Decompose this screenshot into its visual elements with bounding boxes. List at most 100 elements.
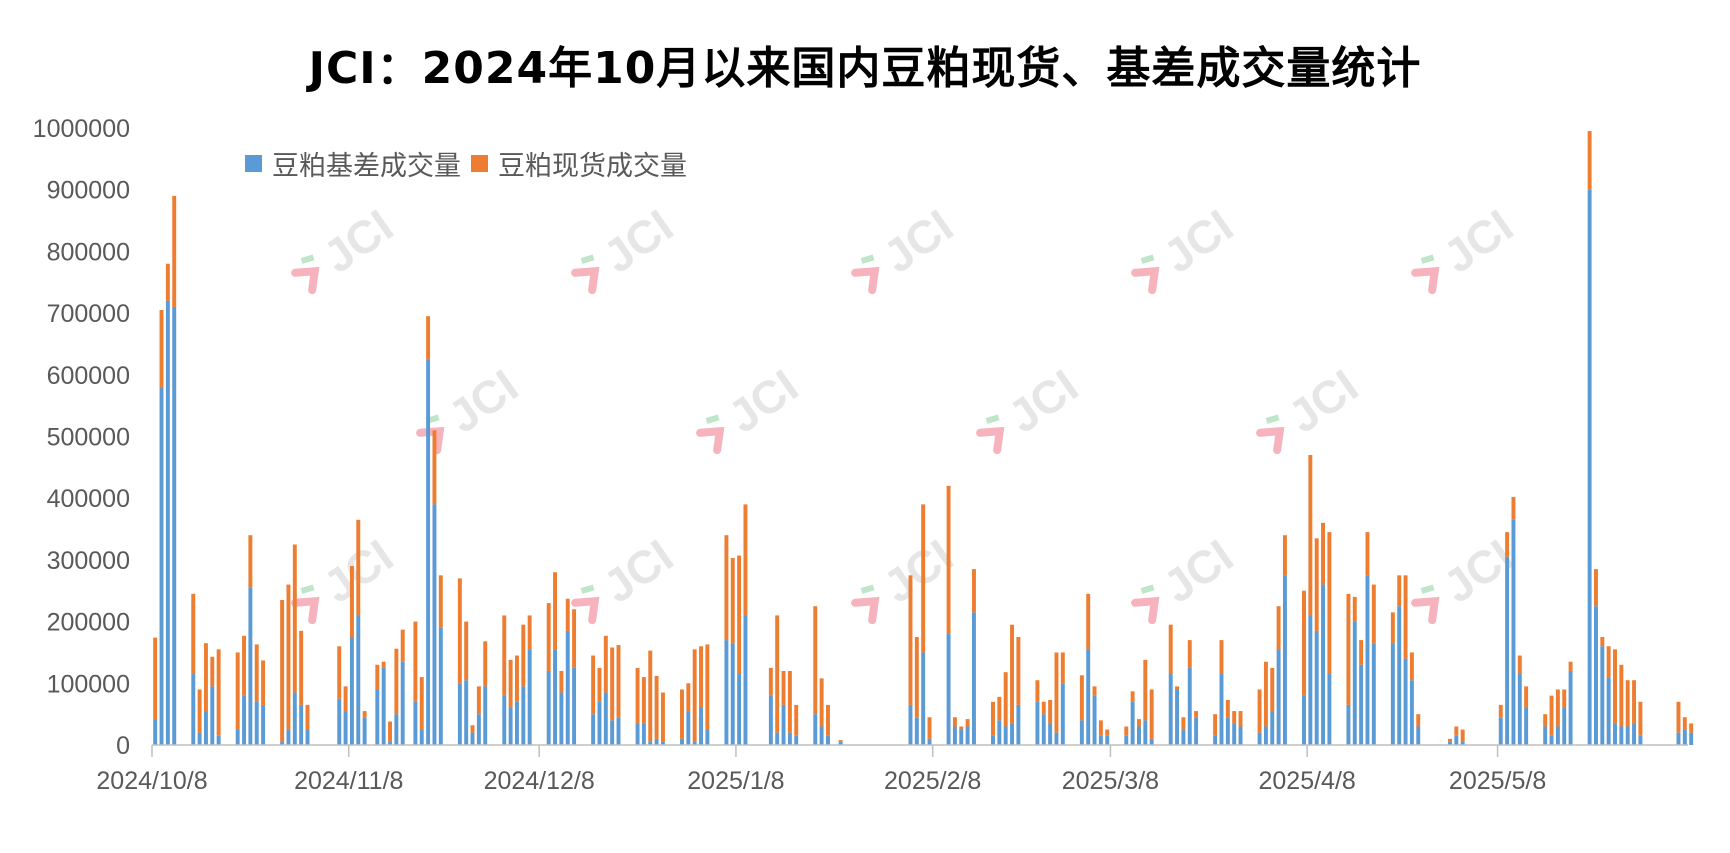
bar-basis bbox=[1594, 606, 1598, 745]
bar-basis bbox=[838, 741, 843, 745]
bar-spot bbox=[356, 519, 361, 616]
bar-spot bbox=[470, 725, 475, 733]
bar-basis bbox=[362, 717, 367, 745]
bar-basis bbox=[413, 701, 418, 745]
bar-spot bbox=[1035, 680, 1040, 702]
bar-basis bbox=[172, 306, 177, 745]
bar-basis bbox=[781, 704, 786, 745]
bar-basis bbox=[1524, 707, 1529, 745]
bar-basis bbox=[1187, 667, 1192, 746]
bar-spot bbox=[1181, 717, 1186, 730]
bar-basis bbox=[235, 729, 240, 745]
watermark-text: JCI bbox=[1434, 199, 1522, 283]
bar-spot bbox=[286, 584, 291, 730]
bar-basis bbox=[1175, 689, 1180, 745]
bar-spot bbox=[737, 555, 742, 675]
bar-basis bbox=[1390, 643, 1395, 745]
bar-spot bbox=[1238, 711, 1243, 727]
watermark-text: JCI bbox=[1279, 359, 1367, 443]
bar-spot bbox=[280, 600, 285, 742]
bar-basis bbox=[280, 741, 285, 745]
bar-basis bbox=[1587, 189, 1592, 745]
bar-basis bbox=[203, 711, 208, 745]
bar-spot bbox=[705, 644, 710, 730]
bar-spot bbox=[438, 575, 443, 628]
bar-basis bbox=[426, 359, 431, 746]
bar-basis bbox=[1137, 726, 1141, 745]
bar-basis bbox=[914, 717, 919, 745]
bar-spot bbox=[1682, 717, 1687, 730]
bar-spot bbox=[362, 711, 367, 718]
bar-basis bbox=[1676, 732, 1681, 745]
bar-spot bbox=[1060, 652, 1065, 684]
bar-basis bbox=[1625, 726, 1630, 745]
bar-basis bbox=[1352, 621, 1357, 745]
bar-basis bbox=[1086, 649, 1091, 745]
bar-basis bbox=[476, 714, 481, 745]
watermark-logo-mark bbox=[291, 596, 320, 625]
bar-spot bbox=[1613, 649, 1617, 724]
bar-spot bbox=[838, 740, 843, 742]
bar-basis bbox=[1403, 658, 1408, 745]
bar-spot bbox=[794, 704, 799, 736]
bar-spot bbox=[261, 660, 266, 705]
bar-spot bbox=[527, 615, 532, 650]
bar-spot bbox=[1632, 680, 1637, 724]
bar-spot bbox=[1524, 686, 1529, 708]
bar-spot bbox=[1689, 723, 1694, 733]
bar-spot bbox=[927, 717, 932, 739]
bar-basis bbox=[1263, 726, 1268, 745]
bar-spot bbox=[610, 647, 615, 721]
bar-basis bbox=[724, 640, 729, 745]
bar-basis bbox=[1314, 630, 1319, 745]
bar-basis bbox=[1149, 738, 1154, 745]
bar-basis bbox=[591, 714, 596, 745]
bar-spot bbox=[1219, 640, 1224, 675]
watermark-logo-leaf bbox=[1420, 584, 1435, 594]
bar-basis bbox=[572, 667, 577, 746]
bar-spot bbox=[1308, 455, 1313, 616]
bar-spot bbox=[254, 644, 259, 702]
watermark-text: JCI bbox=[594, 199, 682, 283]
bar-basis bbox=[1181, 729, 1186, 745]
bar-spot bbox=[553, 572, 558, 650]
bar-basis bbox=[527, 649, 532, 745]
bar-basis bbox=[216, 735, 221, 745]
bar-spot bbox=[959, 726, 964, 730]
legend-label-basis: 豆粕基差成交量 bbox=[272, 151, 461, 182]
bar-basis bbox=[343, 711, 348, 745]
bar-spot bbox=[781, 670, 786, 705]
watermark-9: JCI bbox=[291, 529, 402, 625]
watermark-0: JCI bbox=[291, 199, 402, 295]
legend-item-spot: 豆粕现货成交量 bbox=[471, 144, 687, 183]
bar-spot bbox=[1086, 593, 1091, 650]
bar-basis bbox=[1549, 735, 1554, 745]
bar-basis bbox=[483, 686, 488, 745]
bar-spot bbox=[1276, 606, 1281, 650]
bar-basis bbox=[775, 732, 780, 745]
bar-basis bbox=[1270, 711, 1275, 745]
bar-spot bbox=[641, 677, 646, 724]
bar-spot bbox=[1511, 496, 1516, 520]
bar-spot bbox=[1359, 640, 1364, 665]
bar-basis bbox=[819, 726, 824, 745]
y-tick-label: 100000 bbox=[47, 670, 130, 698]
bar-spot bbox=[349, 566, 354, 638]
bar-spot bbox=[1232, 711, 1237, 724]
bar-spot bbox=[1594, 569, 1598, 607]
watermark-3: JCI bbox=[1131, 199, 1242, 295]
bar-spot bbox=[235, 652, 240, 730]
bar-basis bbox=[153, 719, 158, 745]
bar-basis bbox=[1105, 735, 1110, 745]
bar-basis bbox=[635, 723, 640, 745]
watermark-logo-leaf bbox=[1265, 414, 1280, 424]
x-tick-label: 2024/10/8 bbox=[96, 767, 207, 795]
bar-basis bbox=[1562, 707, 1567, 745]
bar-basis bbox=[1194, 717, 1199, 745]
bar-basis bbox=[1282, 575, 1287, 745]
bar-spot bbox=[813, 606, 818, 715]
bar-spot bbox=[1327, 532, 1332, 675]
bar-spot bbox=[1562, 689, 1567, 708]
bar-spot bbox=[1371, 584, 1376, 644]
y-tick-label: 1000000 bbox=[33, 115, 130, 143]
